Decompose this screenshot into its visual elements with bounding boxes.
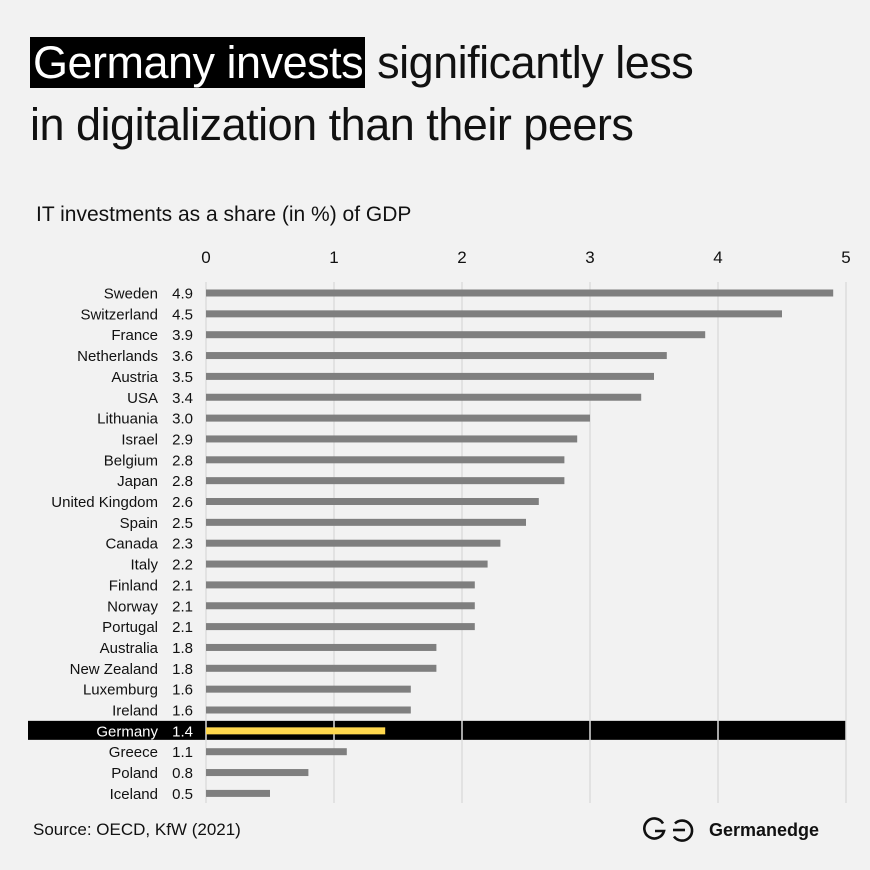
- value-label: 1.6: [172, 682, 193, 699]
- value-label: 0.8: [172, 765, 193, 782]
- category-label: Belgium: [104, 452, 158, 469]
- category-label: France: [111, 327, 158, 344]
- value-label: 4.5: [172, 306, 193, 323]
- value-label: 2.8: [172, 452, 193, 469]
- category-label: USA: [127, 390, 158, 407]
- x-tick-label: 3: [585, 248, 594, 267]
- ge-logo-icon: [643, 817, 694, 842]
- value-label: 3.5: [172, 369, 193, 386]
- value-label: 3.4: [172, 390, 193, 407]
- value-label: 2.1: [172, 619, 193, 636]
- bar-spain: [206, 518, 526, 526]
- value-label: 2.1: [172, 577, 193, 594]
- bar-usa: [206, 393, 642, 401]
- x-tick-label: 0: [201, 248, 210, 267]
- bar-sweden: [206, 289, 834, 297]
- value-label: 4.9: [172, 286, 193, 303]
- bar-france: [206, 331, 706, 339]
- category-label: Portugal: [102, 619, 158, 636]
- value-label: 1.8: [172, 661, 193, 678]
- bar-finland: [206, 581, 475, 589]
- category-label: New Zealand: [70, 661, 158, 678]
- bar-australia: [206, 643, 437, 651]
- x-tick-label: 1: [329, 248, 338, 267]
- category-label: Spain: [120, 515, 158, 532]
- headline-line1-rest: significantly less: [365, 37, 694, 88]
- bar-germany: [206, 727, 386, 735]
- bar-greece: [206, 748, 347, 756]
- value-label: 2.6: [172, 494, 193, 511]
- bar-iceland: [206, 789, 270, 797]
- bar-poland: [206, 769, 309, 777]
- category-label: Poland: [111, 765, 158, 782]
- category-label: United Kingdom: [51, 494, 158, 511]
- category-label: Australia: [100, 640, 159, 657]
- brand: Germanedge: [641, 817, 819, 843]
- brand-name: Germanedge: [709, 819, 820, 840]
- value-label: 1.8: [172, 640, 193, 657]
- bar-israel: [206, 435, 578, 443]
- category-label: Lithuania: [97, 411, 159, 428]
- bar-united-kingdom: [206, 498, 539, 505]
- value-label: 3.9: [172, 327, 193, 344]
- category-label: Italy: [130, 557, 158, 574]
- bar-ireland: [206, 706, 411, 714]
- category-label: Germany: [96, 723, 158, 740]
- bar-netherlands: [206, 352, 667, 360]
- category-label: Israel: [121, 431, 158, 448]
- category-label: Switzerland: [80, 306, 158, 323]
- category-label: Norway: [107, 598, 158, 615]
- value-label: 1.4: [172, 723, 193, 740]
- chart-title: IT investments as a share (in %) of GDP: [36, 203, 412, 226]
- bar-italy: [206, 560, 488, 568]
- headline-highlight: Germany invests: [30, 37, 366, 88]
- bar-canada: [206, 539, 501, 547]
- bar-portugal: [206, 623, 475, 631]
- category-label: Luxemburg: [83, 682, 158, 699]
- bar-luxemburg: [206, 685, 411, 693]
- bar-norway: [206, 602, 475, 610]
- value-label: 1.1: [172, 744, 193, 761]
- bar-switzerland: [206, 310, 782, 318]
- category-label: Austria: [111, 369, 158, 386]
- value-label: 2.2: [172, 557, 193, 574]
- category-label: Greece: [109, 744, 158, 761]
- value-label: 0.5: [172, 786, 193, 803]
- category-label: Japan: [117, 473, 158, 490]
- bar-new-zealand: [206, 664, 437, 672]
- bar-lithuania: [206, 414, 590, 422]
- value-label: 2.3: [172, 536, 193, 553]
- category-label: Netherlands: [77, 348, 158, 365]
- x-tick-label: 5: [841, 248, 850, 267]
- value-label: 2.1: [172, 598, 193, 615]
- value-label: 2.8: [172, 473, 193, 490]
- x-tick-label: 2: [457, 248, 466, 267]
- bar-japan: [206, 477, 565, 485]
- value-label: 3.0: [172, 411, 193, 428]
- category-label: Sweden: [104, 286, 158, 303]
- value-label: 1.6: [172, 703, 193, 720]
- bar-belgium: [206, 456, 565, 464]
- source-note: Source: OECD, KfW (2021): [33, 820, 241, 839]
- category-label: Canada: [105, 536, 158, 553]
- bar-austria: [206, 372, 654, 380]
- category-label: Finland: [109, 577, 158, 594]
- value-label: 3.6: [172, 348, 193, 365]
- value-label: 2.5: [172, 515, 193, 532]
- category-label: Ireland: [112, 703, 158, 720]
- value-label: 2.9: [172, 431, 193, 448]
- headline: Germany invests significantly less in dig…: [30, 32, 694, 156]
- headline-line2: in digitalization than their peers: [30, 99, 634, 150]
- category-label: Iceland: [110, 786, 158, 803]
- highlight-band: [28, 720, 846, 740]
- x-tick-label: 4: [713, 248, 722, 267]
